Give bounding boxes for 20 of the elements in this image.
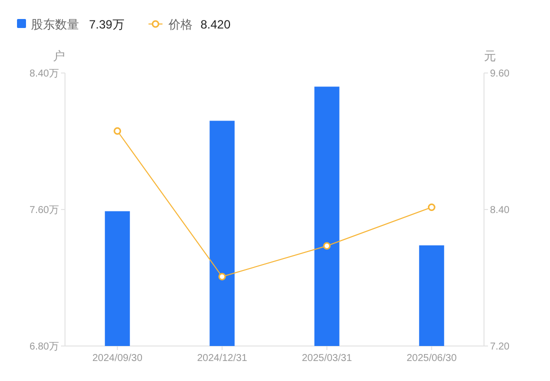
- point: [218, 272, 226, 280]
- text: 8.420: [200, 18, 231, 32]
- x-tick-label: 2024/12/31: [197, 353, 248, 364]
- x-tick-label: 2025/06/30: [406, 353, 458, 364]
- y-tick-label: 6.80万: [30, 342, 59, 352]
- legend-label: 价格: [168, 18, 192, 32]
- y-tick-label: 8.40万: [30, 68, 59, 80]
- text: 7.39万: [89, 18, 124, 32]
- x-tick-label: 2024/09/30: [92, 353, 143, 364]
- y2-tick-label: 7.20: [490, 342, 510, 352]
- y-axis-title: 户: [53, 49, 65, 63]
- x-tick-label: 2025/03/31: [302, 353, 352, 364]
- y2-tick-label: 9.60: [490, 68, 510, 80]
- point: [323, 242, 331, 250]
- y-tick-label: 7.60万: [30, 205, 59, 216]
- point: [114, 127, 122, 135]
- y2-axis-title: 元: [484, 49, 496, 63]
- point: [428, 203, 436, 211]
- legend-label: 股东数量: [31, 18, 79, 32]
- y2-tick-label: 8.40: [490, 205, 510, 216]
